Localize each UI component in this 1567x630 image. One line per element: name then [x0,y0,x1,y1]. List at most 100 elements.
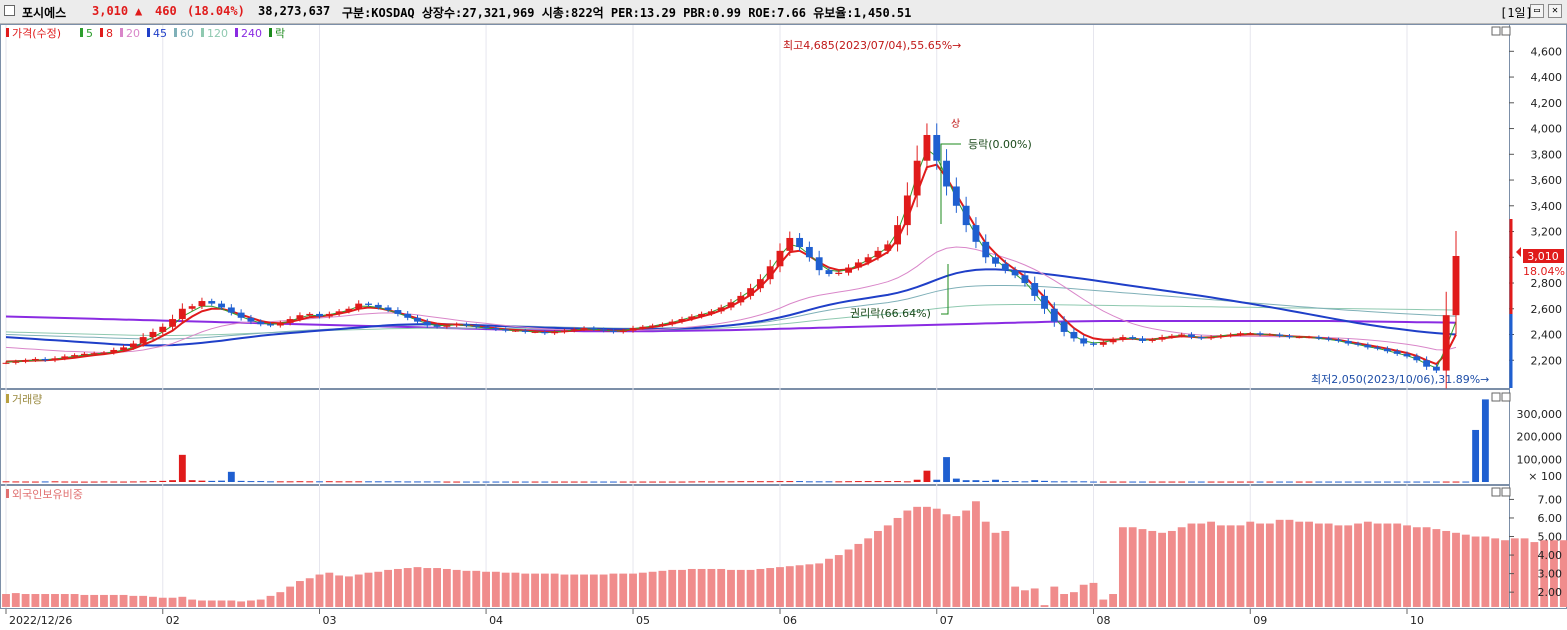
volume-bar [1139,481,1146,483]
candle [1080,338,1088,344]
foreign-bar [844,549,853,607]
foreign-bar [472,570,481,607]
foreign-bar [31,594,40,607]
pane-minimize-icon[interactable] [1491,26,1501,36]
volume-bar [472,481,480,483]
x-tick-label: 06 [783,614,797,627]
moving-average-lines [5,148,1457,369]
volume-bar [394,481,402,483]
foreign-bar [207,600,216,607]
legend-foreign-swatch [6,489,9,498]
volume-bar [22,481,30,483]
pane-close-icon[interactable] [1501,487,1511,497]
foreign-bar [1030,588,1039,607]
candle [717,307,725,312]
candle [453,324,461,326]
foreign-bar [1118,527,1127,607]
foreign-bar [11,593,20,607]
candle [1050,308,1058,322]
x-tick-label: 09 [1253,614,1267,627]
foreign-bar [854,543,863,607]
y-tick-label: 2,800 [1531,277,1563,290]
foreign-bar [972,501,980,607]
pane-close-icon[interactable] [1501,26,1511,36]
volume-bar [854,481,862,483]
volume-bar [688,481,696,483]
candle [1305,337,1313,339]
foreign-bar [1138,529,1147,607]
foreign-bar [668,569,677,607]
y-tick-label: 3,600 [1531,174,1563,187]
candle [178,308,186,320]
change-percent: (18.04%) [187,4,245,18]
checkbox[interactable] [4,5,15,16]
foreign-bar [883,525,892,607]
legend-volume-label: 거래량 [12,393,42,406]
volume-bar [316,481,323,483]
foreign-bar [589,574,598,607]
volume-bar [129,481,137,483]
foreign-bar [952,516,961,607]
foreign-bar [1265,523,1274,607]
candle [561,330,568,332]
candle [1011,270,1019,276]
foreign-bar [325,572,334,607]
x-tick-label: 05 [636,614,650,627]
y-tick-label: 4,600 [1531,45,1563,58]
y-tick-label: 6.00 [1538,512,1563,525]
pane-minimize-icon[interactable] [1491,487,1501,497]
candle [1335,339,1342,341]
candle [1031,283,1039,296]
volume-bar [237,480,245,482]
volume-bar [1021,481,1029,483]
volume-bar [31,481,39,483]
volume-bar [894,481,901,483]
candle [257,321,265,325]
foreign-bar [1314,523,1323,607]
candle [188,306,196,309]
candle [884,244,892,251]
pane-minimize-icon[interactable] [1491,392,1501,402]
candle [1178,334,1186,336]
pane-close-icon[interactable] [1501,392,1511,402]
volume-bar [835,481,843,483]
foreign-bar [1001,530,1010,607]
candle [1246,333,1254,335]
close-button[interactable]: ✕ [1548,4,1562,18]
foreign-bar [1540,540,1549,607]
legend-price: 가격(수정) 5 8 20 45 60 120 240 락 [6,27,285,40]
halt-marker [940,143,961,224]
foreign-bar [1324,523,1333,607]
foreign-bar [560,574,569,607]
foreign-bar [1109,594,1118,607]
foreign-bar [913,506,922,607]
volume-bar [1393,481,1401,483]
volume-bar [227,471,235,482]
candle [345,308,353,312]
volume-bar [423,481,431,483]
stock-chart[interactable]: 2,2002,4002,6002,8003,0003,2003,4003,600… [0,24,1567,630]
candle [521,330,529,332]
volume-bar [1178,481,1186,483]
foreign-bar [90,594,99,607]
candle [463,324,470,326]
candle [864,257,872,263]
minimize-button[interactable]: ▭ [1530,4,1544,18]
period-selector[interactable]: [1일] [1500,6,1533,20]
candle [1354,343,1362,345]
volume-bar [1011,481,1019,483]
foreign-bar [188,599,197,607]
y-tick-label: 5.00 [1538,531,1563,544]
candle [629,328,637,331]
candle [737,295,745,303]
candle [296,315,304,320]
volume-bar [247,481,255,483]
candle [1041,295,1048,309]
legend-price-swatch [6,28,9,37]
volume-bar [1227,481,1235,483]
volume-bar [1237,481,1244,483]
volume-bar [169,480,176,482]
y-tick-label: 2.00 [1538,586,1563,599]
candle [962,205,970,226]
volume-bar [551,481,559,483]
